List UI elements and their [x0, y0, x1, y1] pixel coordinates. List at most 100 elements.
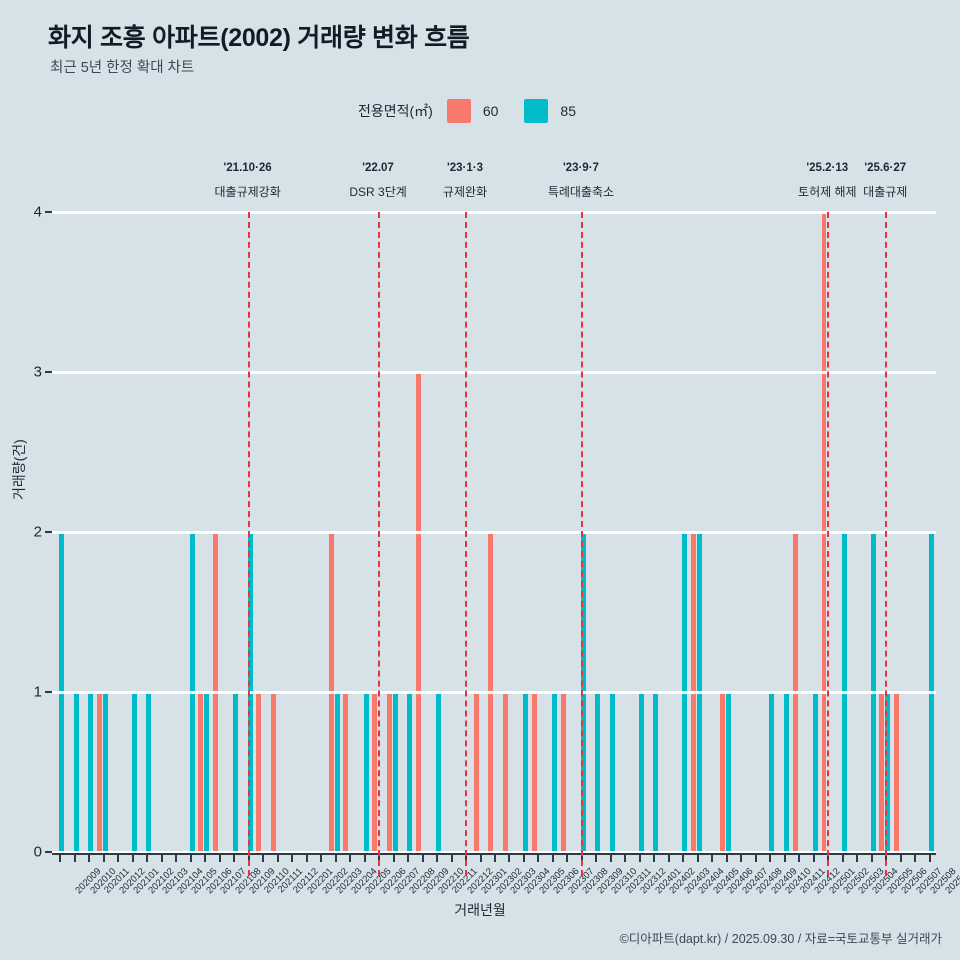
annotation-date: '22.07: [362, 162, 394, 174]
x-tick-mark: [146, 853, 149, 862]
x-tick-mark: [407, 853, 410, 862]
x-tick-mark: [798, 853, 801, 862]
bar[interactable]: [146, 692, 152, 852]
y-tick-mark: [45, 691, 52, 693]
annotation-date: '21.10·26: [223, 162, 272, 174]
x-tick-mark: [899, 853, 902, 862]
x-tick-mark: [566, 853, 569, 862]
legend-label-85: 85: [560, 103, 576, 119]
plot-area: [52, 210, 936, 854]
bar[interactable]: [783, 692, 789, 852]
annotation-line: [885, 212, 888, 876]
x-tick-mark: [928, 853, 931, 862]
x-tick-mark: [595, 853, 598, 862]
x-tick-mark: [624, 853, 627, 862]
x-tick-mark: [102, 853, 105, 862]
bar[interactable]: [638, 692, 644, 852]
bar[interactable]: [879, 692, 885, 852]
bar[interactable]: [233, 692, 239, 852]
y-tick-label: 0: [33, 843, 42, 861]
annotation-label: DSR 3단계: [349, 185, 407, 199]
x-tick-mark: [117, 853, 120, 862]
x-tick-mark: [696, 853, 699, 862]
y-tick-mark: [45, 851, 52, 853]
bar[interactable]: [334, 692, 340, 852]
bar[interactable]: [131, 692, 137, 852]
bar[interactable]: [609, 692, 615, 852]
bar[interactable]: [522, 692, 528, 852]
x-tick-mark: [450, 853, 453, 862]
bar[interactable]: [102, 692, 108, 852]
x-tick-mark: [334, 853, 337, 862]
bar[interactable]: [198, 692, 204, 852]
x-tick-mark: [305, 853, 308, 862]
bar[interactable]: [436, 692, 442, 852]
x-axis-title: 거래년월: [454, 902, 506, 918]
bar[interactable]: [502, 692, 508, 852]
legend-item-85[interactable]: 85: [524, 99, 576, 123]
x-tick-mark: [421, 853, 424, 862]
bar[interactable]: [73, 692, 79, 852]
x-tick-mark: [508, 853, 511, 862]
x-tick-mark: [667, 853, 670, 862]
bar[interactable]: [653, 692, 659, 852]
x-tick-mark: [783, 853, 786, 862]
x-tick-mark: [276, 853, 279, 862]
bar[interactable]: [560, 692, 566, 852]
bar[interactable]: [531, 692, 537, 852]
x-tick-mark: [320, 853, 323, 862]
annotation-date: '23·1·3: [447, 162, 484, 174]
y-tick-mark: [45, 531, 52, 533]
bar[interactable]: [204, 692, 210, 852]
annotation-label: 규제완화: [442, 185, 488, 199]
bar[interactable]: [725, 692, 731, 852]
x-tick-mark: [725, 853, 728, 862]
bar[interactable]: [96, 692, 102, 852]
bar[interactable]: [392, 692, 398, 852]
bar[interactable]: [407, 692, 413, 852]
x-tick-mark: [233, 853, 236, 862]
bar[interactable]: [363, 692, 369, 852]
legend-swatch-60: [446, 99, 471, 123]
bar[interactable]: [473, 692, 479, 852]
x-tick-mark: [59, 853, 62, 862]
x-tick-mark: [363, 853, 366, 862]
gridline: [52, 370, 936, 374]
bar[interactable]: [256, 692, 262, 852]
bar[interactable]: [386, 692, 392, 852]
bar[interactable]: [343, 692, 349, 852]
annotation-label: 대출규제: [863, 185, 908, 199]
x-tick-mark: [262, 853, 265, 862]
annotation-date: '25.6·27: [864, 162, 907, 174]
x-tick-mark: [349, 853, 352, 862]
bar[interactable]: [720, 692, 726, 852]
x-tick-mark: [653, 853, 656, 862]
bar[interactable]: [270, 692, 276, 852]
annotation-line: [247, 212, 250, 876]
x-tick-mark: [175, 853, 178, 862]
bar[interactable]: [415, 372, 421, 852]
footer-credit: ©디아파트(dapt.kr) / 2025.09.30 / 자료=국토교통부 실…: [619, 932, 942, 946]
annotation-date: '23·9·7: [562, 162, 599, 174]
bar[interactable]: [372, 692, 378, 852]
x-tick-mark: [856, 853, 859, 862]
bar[interactable]: [88, 692, 94, 852]
bar[interactable]: [812, 692, 818, 852]
page-subtitle: 최근 5년 한정 확대 차트: [50, 60, 195, 76]
x-tick-mark: [841, 853, 844, 862]
bar[interactable]: [595, 692, 601, 852]
legend-item-60[interactable]: 60: [446, 99, 498, 123]
x-tick-mark: [522, 853, 525, 862]
page-title: 화지 조흥 아파트(2002) 거래량 변화 흐름: [48, 24, 470, 52]
annotation-line: [827, 212, 830, 876]
x-tick-mark: [711, 853, 714, 862]
annotation-line: [378, 212, 381, 876]
x-tick-mark: [740, 853, 743, 862]
y-axis-title: 거래량(건): [11, 439, 27, 500]
bar[interactable]: [769, 692, 775, 852]
bar[interactable]: [885, 692, 891, 852]
x-tick-mark: [392, 853, 395, 862]
bar[interactable]: [893, 692, 899, 852]
bar[interactable]: [551, 692, 557, 852]
